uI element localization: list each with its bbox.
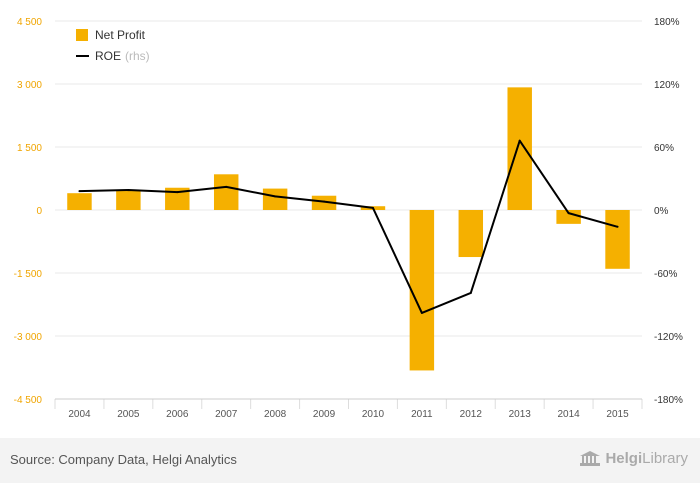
roe-point [274, 195, 277, 198]
x-tick-label: 2005 [117, 409, 140, 420]
roe-point [371, 206, 374, 209]
legend-label-roe-suffix: (rhs) [125, 49, 150, 63]
source-note: Source: Company Data, Helgi Analytics [10, 452, 237, 467]
x-tick-label: 2006 [166, 409, 189, 420]
legend-label-roe-name: ROE [95, 49, 121, 63]
bar-net-profit [556, 210, 581, 224]
x-tick-label: 2013 [509, 409, 532, 420]
footer-bar: Source: Company Data, Helgi Analytics He… [0, 438, 700, 483]
roe-point [225, 185, 228, 188]
bar-net-profit [507, 87, 532, 210]
net-profit-bars [67, 87, 630, 371]
bar-net-profit [311, 195, 337, 210]
roe-point [567, 212, 570, 215]
legend: Net Profit ROE (rhs) [76, 28, 150, 63]
library-building-icon [580, 450, 601, 466]
roe-point [78, 190, 81, 193]
y-left-tick-label: 0 [36, 206, 42, 217]
bar-net-profit [67, 193, 92, 210]
bar-net-profit [213, 174, 239, 210]
bar-net-profit [116, 190, 141, 210]
roe-point [469, 291, 472, 294]
bar-net-profit [605, 210, 630, 269]
gridlines [55, 20, 642, 400]
y-left-tick-label: -3 000 [14, 332, 43, 343]
y-right-tick-label: -60% [654, 269, 677, 280]
x-tick-label: 2012 [460, 409, 483, 420]
bar-net-profit [409, 210, 435, 371]
y-right-tick-label: 60% [654, 143, 674, 154]
legend-label-net-profit: Net Profit [95, 28, 146, 42]
x-tick-label: 2007 [215, 409, 238, 420]
bar-net-profit [165, 187, 190, 210]
bar-net-profit [262, 188, 288, 210]
brand-name-suffix: Library [642, 450, 688, 467]
x-tick-label: 2004 [68, 409, 91, 420]
roe-point [176, 191, 179, 194]
roe-point [420, 311, 423, 314]
y-left-tick-label: 4 500 [17, 17, 42, 28]
bar-net-profit [458, 210, 484, 258]
roe-point [323, 200, 326, 203]
x-tick-label: 2015 [606, 409, 629, 420]
roe-line [79, 139, 618, 314]
net-profit-roe-chart: 4 500 3 000 1 500 0 -1 500 -3 000 -4 500 180% 12… [14, 17, 683, 420]
y-right-tick-label: 120% [654, 80, 680, 91]
roe-point [127, 189, 130, 192]
x-tick-label: 2008 [264, 409, 287, 420]
brand-name-prefix: Helgi [605, 450, 643, 467]
y-left-tick-label: 3 000 [17, 80, 42, 91]
x-tick-label: 2011 [411, 409, 433, 420]
y-right-tick-label: 180% [654, 17, 680, 28]
y-left-tick-label: 1 500 [17, 143, 42, 154]
y-right-tick-label: -180% [654, 395, 683, 406]
roe-point [518, 139, 521, 142]
y-left-tick-label: -4 500 [14, 395, 43, 406]
x-tick-label: 2014 [558, 409, 581, 420]
roe-line-layer [78, 139, 619, 314]
legend-swatch-net-profit [76, 29, 88, 41]
x-tick-label: 2010 [362, 409, 385, 420]
roe-point [616, 225, 619, 228]
legend-label-roe: ROE (rhs) [95, 49, 150, 63]
helgi-library-logo: Helgi Library [579, 450, 688, 467]
x-tick-label: 2009 [313, 409, 336, 420]
axes: 4 500 3 000 1 500 0 -1 500 -3 000 -4 500 180% 12… [14, 17, 683, 420]
y-right-tick-label: 0% [654, 206, 669, 217]
y-left-tick-label: -1 500 [14, 269, 43, 280]
y-right-tick-label: -120% [654, 332, 683, 343]
